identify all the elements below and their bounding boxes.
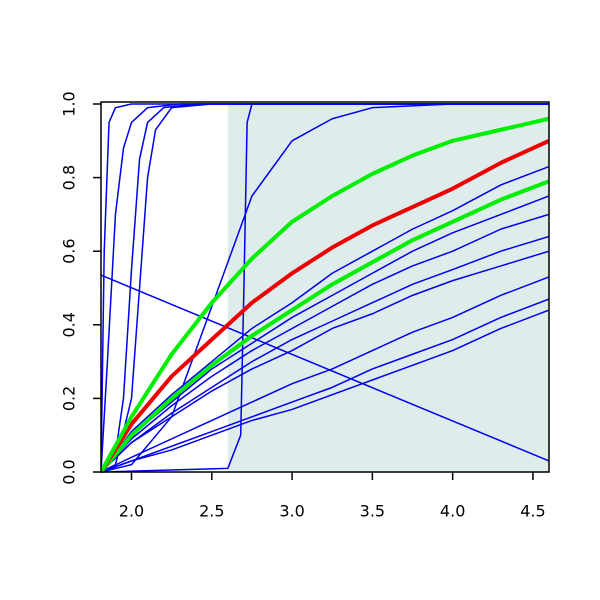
x-tick-label: 3.5 [360, 502, 385, 521]
curve [101, 165, 549, 473]
curve [101, 138, 549, 474]
y-tick-label: 0.8 [60, 165, 79, 190]
curve [101, 213, 549, 473]
y-tick-label: 0.0 [60, 459, 79, 484]
curve [101, 276, 549, 473]
curve [101, 298, 549, 473]
x-tick-label: 3.0 [279, 502, 304, 521]
curve [101, 250, 549, 473]
x-tick-label: 2.5 [199, 502, 224, 521]
curve [101, 235, 549, 473]
curve [101, 116, 549, 473]
shaded-region [227, 104, 550, 472]
curve [101, 103, 549, 473]
curve [101, 274, 549, 462]
curve [101, 103, 549, 473]
plot-box [100, 101, 550, 473]
curve [101, 309, 549, 473]
y-tick-label: 1.0 [60, 91, 79, 116]
y-tick-label: 0.2 [60, 386, 79, 411]
x-tick-label: 4.5 [520, 502, 545, 521]
curve [101, 103, 549, 473]
y-tick-label: 0.4 [60, 312, 79, 337]
x-tick-label: 4.0 [440, 502, 465, 521]
x-tick-label: 2.0 [119, 502, 144, 521]
curve [101, 195, 549, 473]
curve [101, 179, 549, 474]
y-tick-label: 0.6 [60, 238, 79, 263]
